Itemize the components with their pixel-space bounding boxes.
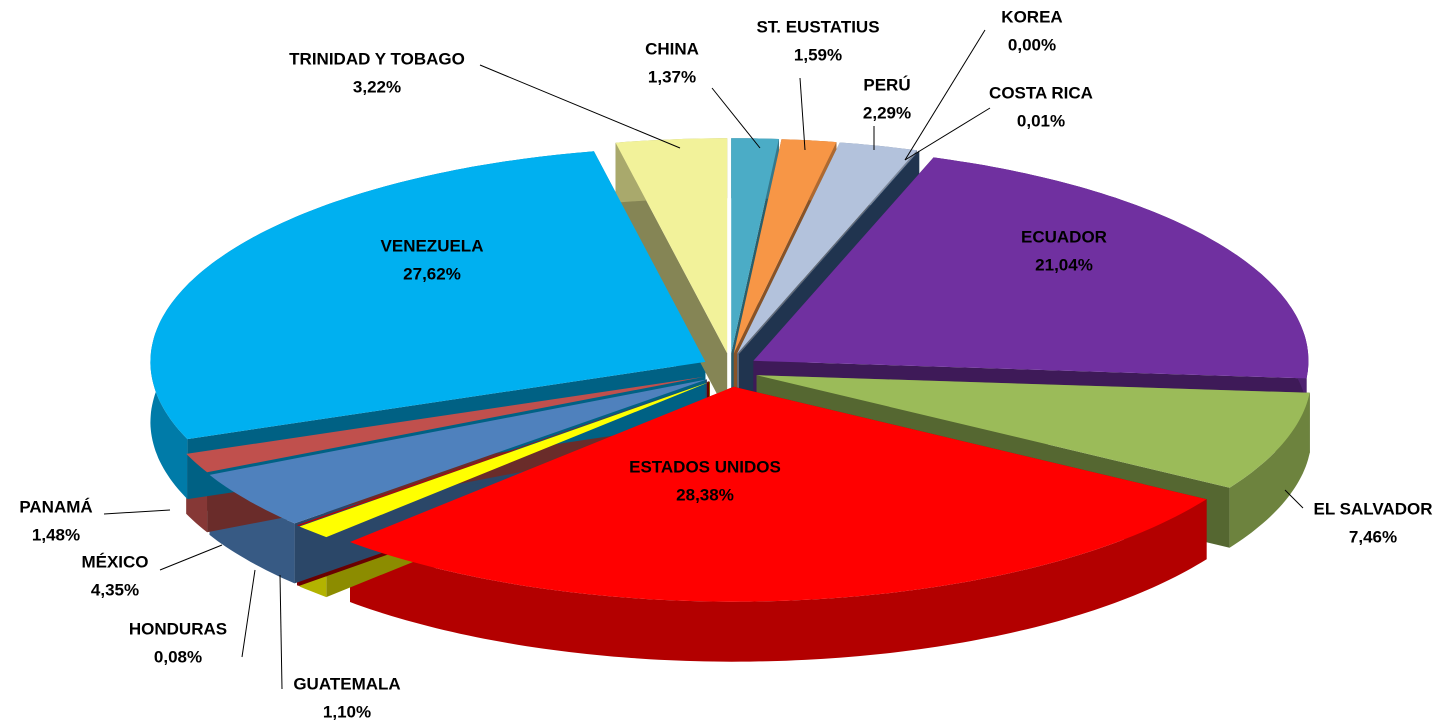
slice	[753, 157, 1309, 379]
slice-value: 1,48%	[32, 525, 80, 544]
slice-label: HONDURAS	[129, 619, 227, 638]
slice-value: 1,59%	[794, 45, 842, 64]
slice-value: 0,01%	[1017, 111, 1065, 130]
slice-value: 1,10%	[323, 702, 371, 721]
slice	[186, 376, 705, 473]
slice	[350, 386, 1207, 602]
slice-label: CHINA	[645, 39, 699, 58]
slice	[737, 142, 917, 354]
slice-label: TRINIDAD Y TOBAGO	[289, 49, 465, 68]
slice-side	[350, 499, 1207, 662]
slice	[733, 139, 837, 354]
slice-value: 0,00%	[1008, 35, 1056, 54]
leader-line	[1284, 489, 1304, 509]
slice-side	[615, 142, 728, 414]
slice-value: 0,08%	[154, 647, 202, 666]
slice-value: 2,29%	[863, 103, 911, 122]
slice-value: 7,46%	[1349, 527, 1397, 546]
slice-tops	[150, 138, 1310, 602]
leader-line	[479, 64, 681, 149]
slice-value: 3,22%	[353, 77, 401, 96]
leader-line	[711, 87, 761, 149]
slice-value: 21,04%	[1035, 255, 1093, 274]
leader-line	[241, 569, 256, 658]
slice-label: ST. EUSTATIUS	[756, 17, 879, 36]
slice-value: 27,62%	[403, 264, 461, 283]
slice	[731, 138, 779, 354]
leader-line	[159, 544, 223, 571]
leader-line	[279, 574, 283, 690]
slice	[209, 379, 707, 524]
slice-label: COSTA RICA	[989, 83, 1093, 102]
slice	[615, 138, 728, 354]
leader-line	[904, 107, 991, 161]
slice-label: PANAMÁ	[19, 497, 92, 516]
slice-label: VENEZUELA	[381, 236, 484, 255]
slice	[299, 381, 710, 538]
slice-label: GUATEMALA	[293, 674, 400, 693]
slice	[739, 150, 920, 355]
slice-side	[1229, 392, 1310, 548]
slice-label: ESTADOS UNIDOS	[629, 457, 781, 476]
slice-label: ECUADOR	[1021, 227, 1107, 246]
slice-label: KOREA	[1001, 7, 1062, 26]
slice-label: EL SALVADOR	[1313, 499, 1432, 518]
slice	[297, 381, 710, 526]
slice-value: 1,37%	[648, 67, 696, 86]
slice-value: 4,35%	[91, 580, 139, 599]
leader-line	[799, 77, 806, 151]
leader-line	[904, 29, 986, 161]
slice	[756, 375, 1310, 488]
leader-line	[103, 509, 171, 515]
slice-label: PERÚ	[863, 75, 910, 94]
slice-value: 28,38%	[676, 485, 734, 504]
slice-label: MÉXICO	[81, 552, 148, 571]
slice	[150, 151, 706, 440]
